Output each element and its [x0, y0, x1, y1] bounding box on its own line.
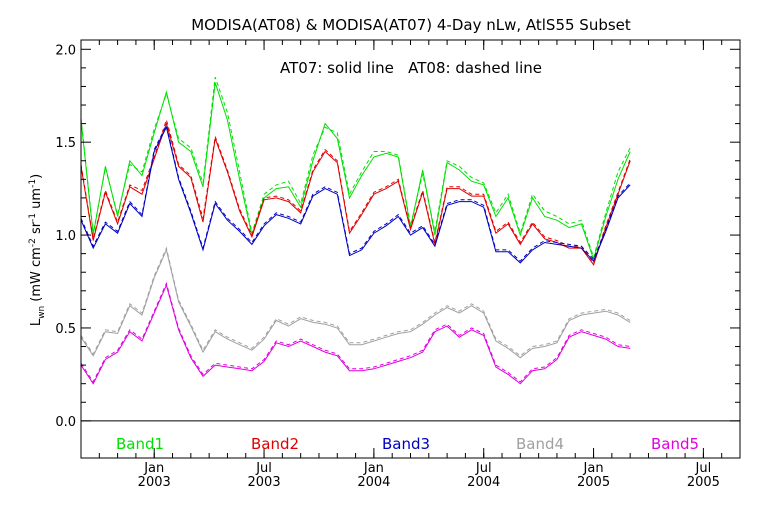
y-axis: 0.0 0.5 1.0 1.5 2.0: [55, 43, 740, 430]
x-tick-month-label: Jan: [363, 461, 384, 476]
y-tick-label: 1.5: [55, 136, 76, 151]
legend-item-band1: Band1: [116, 435, 164, 453]
y-tick-label: 1.0: [55, 229, 76, 244]
series-line-band5-dashed: [80, 281, 631, 383]
x-tick-year-label: 2003: [248, 475, 281, 490]
legend-item-band2: Band2: [251, 435, 299, 453]
x-tick-year-label: 2003: [138, 475, 171, 490]
series-line-band5-solid: [80, 283, 631, 385]
x-tick-month-label: Jul: [255, 461, 272, 476]
y-label-exp2: -1: [28, 213, 38, 222]
legend-item-band4: Band4: [516, 435, 564, 453]
plot-frame: [80, 39, 741, 459]
series-line-band3-dashed: [80, 124, 631, 262]
y-label-mid1: sr: [29, 221, 44, 238]
y-label-main: L: [29, 318, 44, 326]
series-line-band1-dashed: [80, 77, 631, 260]
x-axis: Jan2003Jul2003Jan2004Jul2004Jan2005Jul20…: [98, 40, 741, 490]
y-label-mid2: um: [29, 188, 44, 213]
series-line-band1-solid: [80, 82, 631, 261]
y-axis-label: Lwn (mW cm-2 sr-1 um-1): [28, 174, 47, 326]
series-layer: [80, 77, 631, 385]
series-line-band4-solid: [80, 248, 631, 359]
x-tick-year-label: 2005: [577, 475, 610, 490]
x-tick-year-label: 2005: [687, 475, 720, 490]
legend-item-band5: Band5: [651, 435, 699, 453]
x-tick-month-label: Jul: [475, 461, 492, 476]
x-tick-year-label: 2004: [357, 475, 390, 490]
y-label-rest: (mW cm: [29, 247, 44, 306]
y-tick-label: 2.0: [55, 43, 76, 58]
series-line-band2-solid: [80, 121, 631, 266]
line-style-annotation: AT07: solid line AT08: dashed line: [280, 59, 542, 77]
x-tick-month-label: Jan: [583, 461, 604, 476]
legend: Band1 Band2 Band3 Band4 Band5: [116, 435, 699, 453]
x-tick-year-label: 2004: [467, 475, 500, 490]
y-label-end: ): [29, 174, 44, 179]
y-label-exp1: -2: [28, 238, 38, 247]
series-line-band2-dashed: [80, 118, 631, 264]
x-tick-month-label: Jan: [143, 461, 164, 476]
y-tick-label: 0.0: [55, 415, 76, 430]
series-line-band3-solid: [80, 125, 631, 264]
legend-item-band3: Band3: [382, 435, 430, 453]
y-label-sub: wn: [37, 306, 47, 319]
y-label-exp3: -1: [28, 179, 38, 188]
series-line-band4-dashed: [80, 246, 631, 357]
x-tick-month-label: Jul: [695, 461, 712, 476]
y-tick-label: 0.5: [55, 322, 76, 337]
chart-title: MODISA(AT08) & MODISA(AT07) 4-Day nLw, A…: [191, 16, 631, 34]
